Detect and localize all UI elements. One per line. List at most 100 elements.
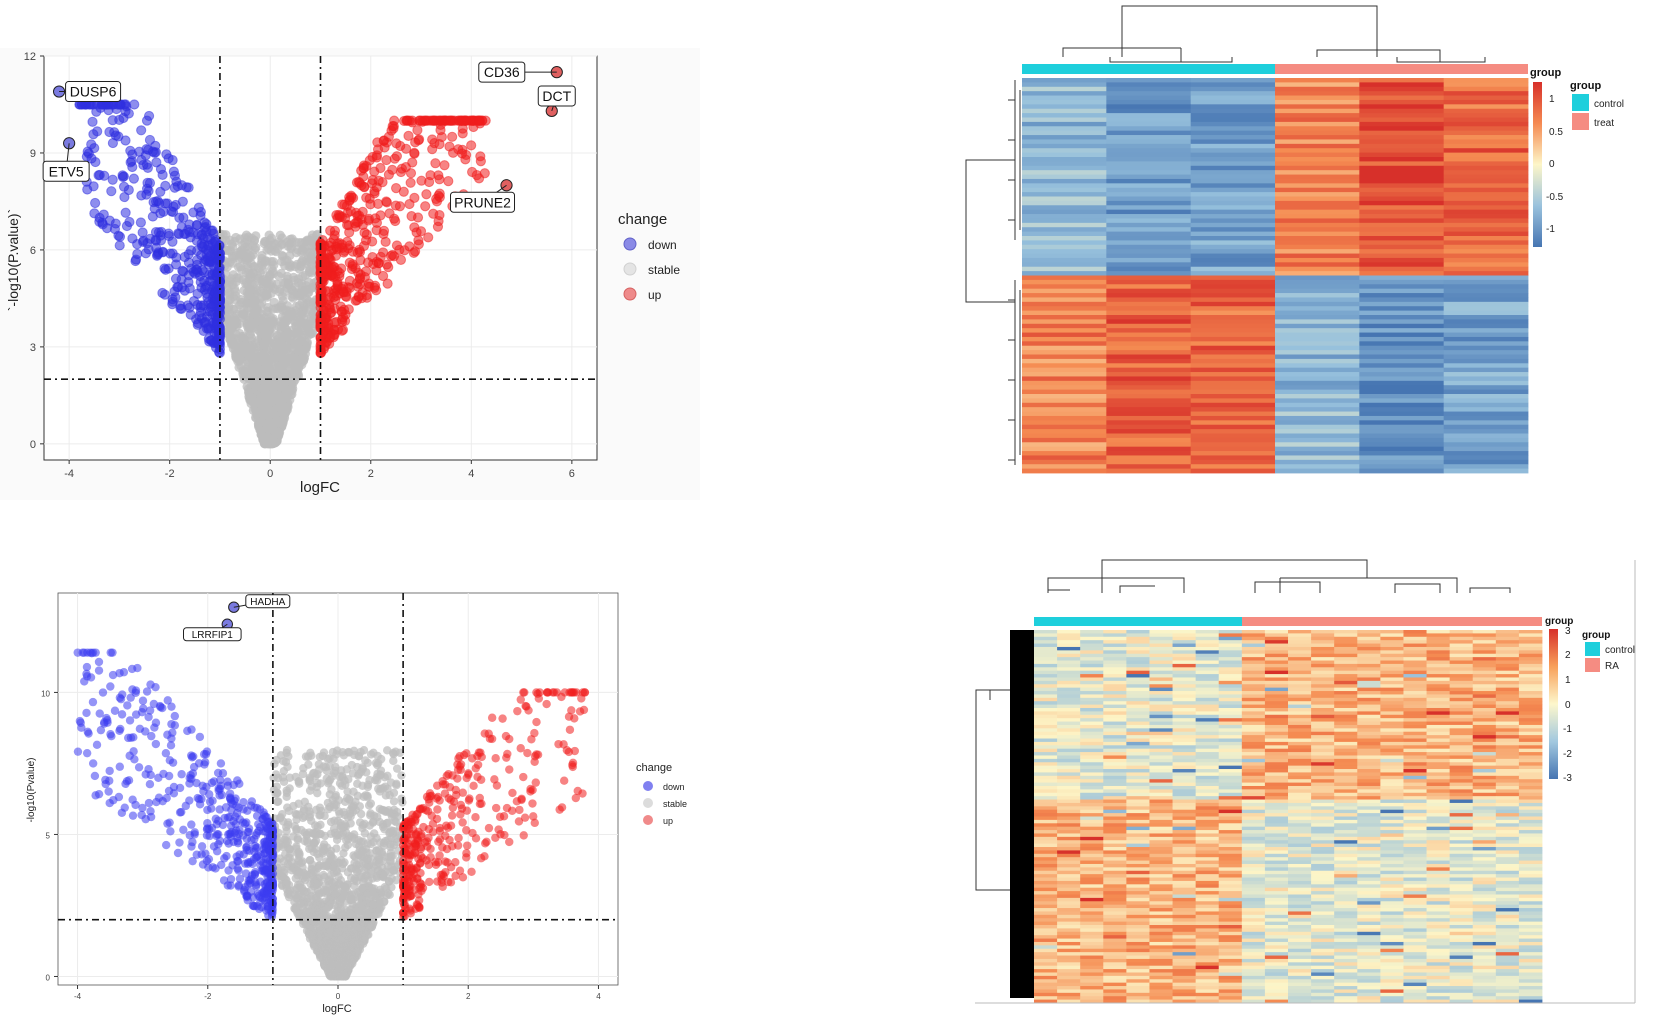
heatmap-cell	[1022, 209, 1107, 215]
stable-point	[383, 771, 392, 781]
heatmap-cell	[1359, 218, 1445, 224]
heatmap-cell	[1359, 464, 1445, 470]
heatmap-cell	[1190, 271, 1276, 276]
stable-point	[327, 785, 336, 794]
up-point	[427, 134, 438, 145]
stable-point	[305, 773, 314, 782]
group-legend-title: group	[1570, 80, 1601, 92]
down-point	[188, 207, 199, 218]
heatmap-cell	[1022, 284, 1107, 290]
stable-point	[333, 902, 343, 911]
stable-point	[249, 299, 259, 309]
heatmap-cell	[1443, 293, 1529, 298]
heatmap-cell	[1190, 113, 1276, 118]
up-point	[347, 246, 359, 257]
heatmap-cell	[1190, 341, 1276, 347]
heatmap-cell	[1275, 148, 1360, 154]
heatmap-cell	[1022, 126, 1107, 132]
heatmap-cell	[1190, 319, 1276, 325]
heatmap-cell	[1190, 178, 1276, 184]
stable-point	[286, 353, 296, 364]
heatmap-cell	[1359, 433, 1445, 439]
heatmap-cell	[1443, 218, 1529, 224]
stable-point	[278, 251, 288, 261]
up-point	[389, 153, 400, 164]
up-point	[409, 148, 420, 159]
group-swatch-control	[1572, 94, 1589, 111]
down-point	[90, 156, 101, 168]
heatmap-cell	[1106, 143, 1192, 149]
down-point	[92, 126, 103, 137]
heatmap-cell	[1022, 411, 1107, 417]
up-point	[388, 123, 399, 134]
heatmap-cell	[1275, 262, 1360, 268]
heatmap-cell	[1443, 249, 1529, 254]
heatmap-cell	[1275, 161, 1360, 167]
heatmap-cell	[1443, 451, 1529, 456]
x-tick-label: -4	[64, 468, 74, 480]
heatmap-cell	[1190, 424, 1276, 430]
heatmap-cell	[1359, 341, 1445, 347]
stable-point	[373, 851, 382, 861]
heatmap-cell	[1106, 437, 1192, 443]
heatmap-cell	[1359, 323, 1445, 329]
stable-point	[306, 810, 315, 819]
heatmap-top-cells	[1022, 78, 1529, 474]
down-point	[203, 324, 214, 335]
heatmap-cell	[1022, 143, 1107, 149]
stable-point	[383, 889, 393, 898]
stable-point	[315, 861, 324, 870]
heatmap-cell	[1106, 424, 1192, 430]
stable-point	[352, 877, 361, 886]
heatmap-cell	[1443, 178, 1529, 184]
heatmap-cell	[1443, 82, 1529, 88]
heatmap-cell	[1106, 323, 1192, 329]
stable-point	[263, 355, 274, 366]
down-point	[117, 170, 128, 181]
heatmap-cell	[1275, 113, 1360, 118]
down-point	[107, 174, 118, 185]
heatmap-cell	[1359, 152, 1445, 158]
heatmap-cell	[1359, 200, 1445, 206]
down-point	[168, 201, 179, 212]
down-point	[89, 208, 100, 219]
heatmap-cell	[1359, 209, 1445, 215]
heatmap-cell	[1190, 218, 1276, 224]
down-point	[157, 287, 168, 299]
heatmap-cell	[1359, 143, 1445, 149]
stable-point	[384, 877, 394, 886]
down-point	[125, 157, 136, 168]
heatmap-cell	[1022, 442, 1107, 448]
heatmap-cell	[1359, 95, 1445, 101]
heatmap-cell	[1190, 205, 1276, 211]
stable-point	[315, 765, 324, 774]
heatmap-cell	[1359, 358, 1445, 364]
heatmap-cell	[1022, 279, 1107, 285]
stable-point	[311, 893, 321, 903]
heatmap-cell	[1275, 266, 1360, 272]
stable-point	[392, 764, 402, 773]
heatmap-cell	[1359, 429, 1445, 434]
heatmap-cell	[1359, 284, 1445, 290]
stable-point	[310, 877, 319, 886]
stable-point	[299, 763, 308, 773]
stable-point	[380, 825, 389, 834]
heatmap-cell	[1190, 402, 1276, 408]
stable-point	[254, 325, 264, 336]
heatmap-cell	[1190, 306, 1276, 312]
heatmap-cell	[1106, 170, 1192, 175]
heatmap-cell	[1359, 227, 1445, 233]
stable-point	[237, 312, 247, 322]
stable-point	[350, 858, 359, 868]
heatmap-cell	[1443, 275, 1529, 281]
stable-point	[389, 756, 398, 766]
stable-point	[373, 812, 382, 822]
heatmap-cell	[1443, 108, 1529, 114]
stable-point	[327, 971, 337, 980]
heatmap-cell	[1359, 451, 1445, 456]
heatmap-cell	[1359, 249, 1445, 254]
heatmap-cell	[1190, 367, 1276, 373]
stable-point	[299, 318, 309, 328]
heatmap-cell	[1443, 192, 1529, 197]
heatmap-cell	[1022, 275, 1107, 281]
